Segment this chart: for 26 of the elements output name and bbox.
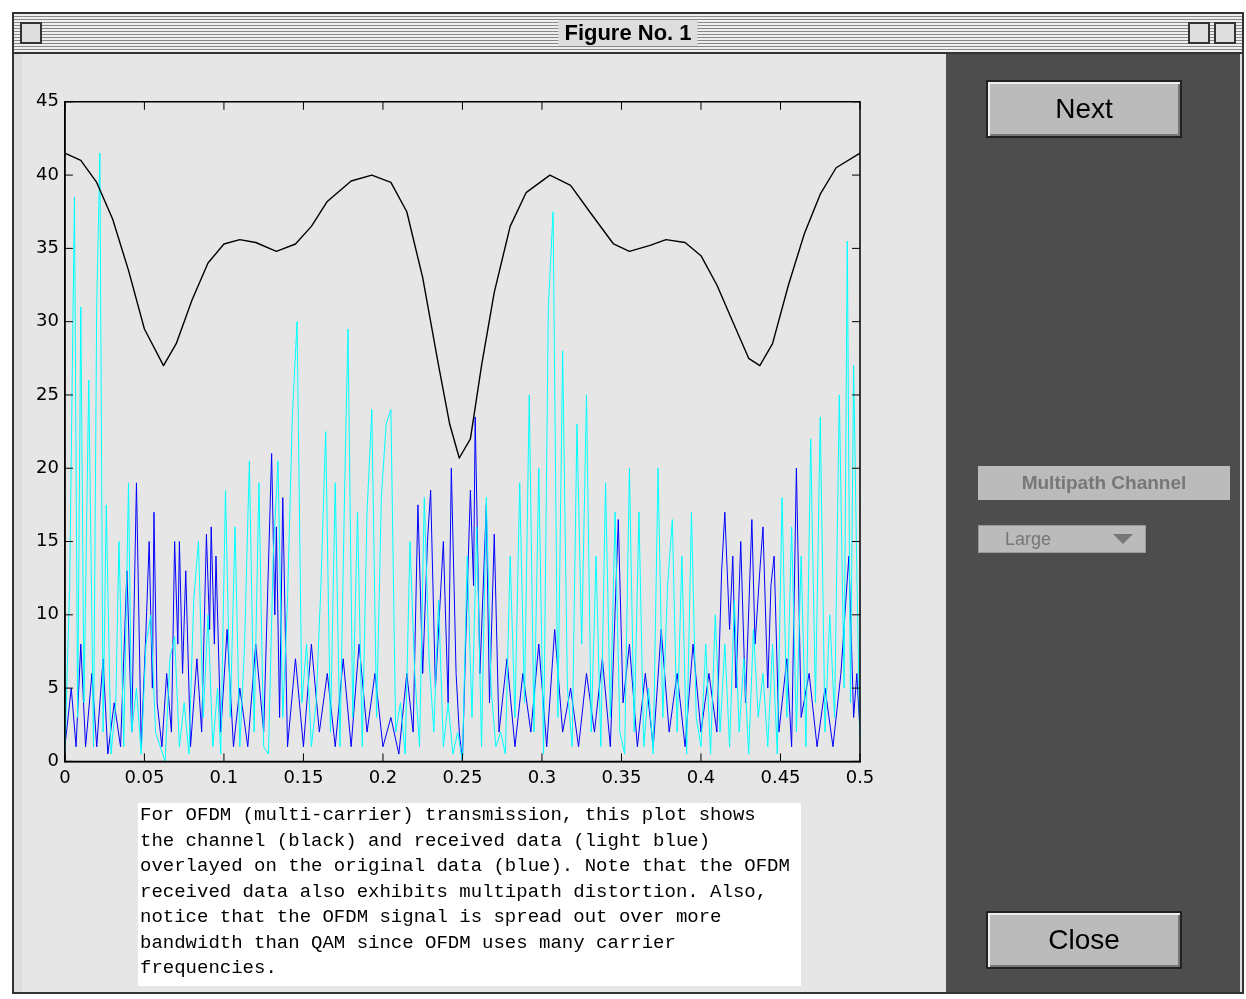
y-tick-label: 25 bbox=[36, 382, 59, 404]
x-tick-label: 0.25 bbox=[442, 765, 483, 787]
x-tick-label: 0.45 bbox=[760, 765, 801, 787]
text: Large bbox=[1005, 529, 1052, 549]
y-tick-label: 5 bbox=[47, 675, 59, 697]
x-tick-label: 0.5 bbox=[845, 765, 875, 787]
x-tick-label: 0.4 bbox=[686, 765, 716, 787]
x-tick-label: 0.15 bbox=[283, 765, 324, 787]
chart-title: Figure No. 1 bbox=[558, 20, 698, 46]
y-tick-label: 15 bbox=[36, 529, 59, 551]
x-tick-label: 0.1 bbox=[209, 765, 239, 787]
x-tick-label: 0.3 bbox=[527, 765, 557, 787]
text: Multipath Channel bbox=[978, 466, 1230, 500]
y-tick-label: 30 bbox=[36, 309, 59, 331]
text: Next bbox=[986, 80, 1182, 138]
y-tick-label: 40 bbox=[36, 162, 59, 184]
x-tick-label: 0.05 bbox=[124, 765, 165, 787]
y-tick-label: 0 bbox=[47, 749, 59, 771]
x-tick-label: 0.2 bbox=[368, 765, 398, 787]
y-tick-label: 10 bbox=[36, 602, 59, 624]
y-tick-label: 45 bbox=[36, 89, 59, 111]
text: For OFDM (multi-carrier) transmission, this plot shows the channel (black) and received data (light blue) overlayed on the original data (blue). Note that the OFDM received data also exhibits multipath distortion. Also, notice that the OFDM signal is spread out over more bandwidth than QAM since OFDM uses many carrier frequencies. bbox=[138, 803, 801, 986]
y-tick-label: 20 bbox=[36, 455, 59, 477]
text: Close bbox=[986, 911, 1182, 969]
x-tick-label: 0.35 bbox=[601, 765, 642, 787]
y-tick-label: 35 bbox=[36, 236, 59, 258]
